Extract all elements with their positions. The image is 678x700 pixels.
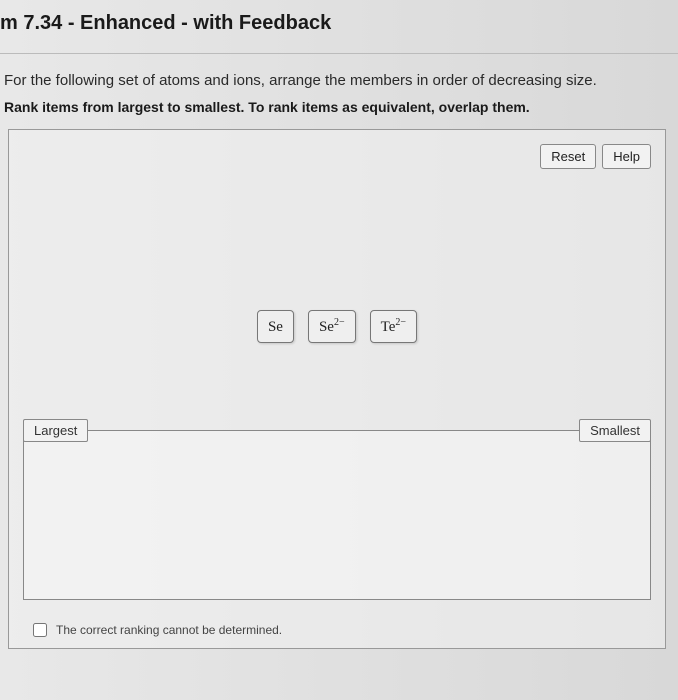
control-buttons: Reset Help: [540, 144, 651, 169]
cannot-determine-label: The correct ranking cannot be determined…: [56, 623, 282, 637]
tile-sup: 2−: [395, 317, 406, 328]
help-button[interactable]: Help: [602, 144, 651, 169]
tile-base: Te: [381, 319, 396, 335]
reset-button[interactable]: Reset: [540, 144, 596, 169]
divider: [0, 53, 678, 54]
item-tile[interactable]: Se2−: [308, 310, 356, 343]
cannot-determine-checkbox[interactable]: [33, 623, 47, 637]
prompt-text: For the following set of atoms and ions,…: [4, 70, 668, 91]
page-root: m 7.34 - Enhanced - with Feedback For th…: [0, 0, 678, 700]
tile-base: Se: [319, 319, 334, 335]
tile-base: Se: [268, 319, 283, 335]
item-tile[interactable]: Te2−: [370, 310, 417, 343]
tile-sup: 2−: [334, 317, 345, 328]
draggable-items: Se Se2− Te2−: [9, 310, 665, 343]
page-title: m 7.34 - Enhanced - with Feedback: [0, 0, 678, 53]
ranking-drop-zone[interactable]: Largest Smallest: [23, 430, 651, 600]
instruction-text: Rank items from largest to smallest. To …: [4, 99, 668, 115]
work-area: Reset Help Se Se2− Te2− Largest Smallest…: [8, 129, 666, 649]
cannot-determine-row: The correct ranking cannot be determined…: [29, 620, 282, 640]
zone-label-smallest: Smallest: [579, 419, 651, 442]
zone-label-largest: Largest: [23, 419, 88, 442]
item-tile[interactable]: Se: [257, 310, 294, 343]
